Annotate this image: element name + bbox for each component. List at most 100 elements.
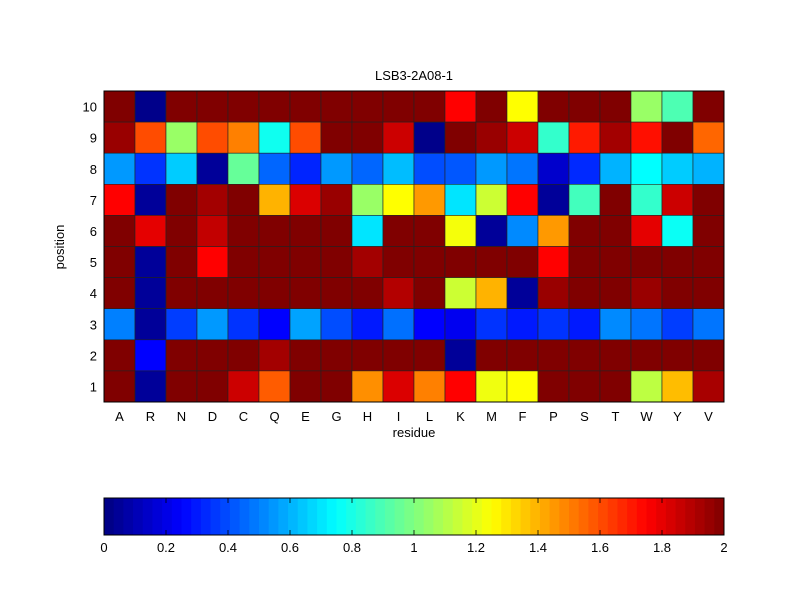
heatmap-cell-8-W [630, 152, 663, 185]
colorbar-segment [423, 498, 434, 535]
colorbar-segment [704, 498, 715, 535]
heatmap-cell-2-L [413, 339, 446, 372]
heatmap-cell-9-V [692, 121, 725, 154]
x-tick-label: Y [673, 409, 682, 424]
heatmap-cell-9-E [289, 121, 322, 154]
heatmap-cell-6-F [506, 215, 539, 247]
x-tick-label: G [331, 409, 341, 424]
heatmap-cell-7-T [599, 184, 632, 216]
heatmap-cell-4-E [289, 277, 322, 310]
heatmap-cell-3-Q [258, 308, 291, 341]
heatmap-cell-8-G [320, 152, 353, 185]
heatmap-cell-10-I [382, 90, 415, 123]
heatmap-cell-1-G [320, 370, 353, 403]
colorbar-segment [171, 498, 182, 535]
colorbar-segment [268, 498, 279, 535]
colorbar-segment [113, 498, 124, 535]
heatmap-cell-1-I [382, 370, 415, 403]
heatmap-cell-3-F [506, 308, 539, 341]
colorbar-segment [578, 498, 589, 535]
heatmap-cell-3-A [103, 308, 136, 341]
heatmap-cell-6-K [444, 215, 477, 247]
colorbar-segment [346, 498, 357, 535]
heatmap-cell-3-S [568, 308, 601, 341]
heatmap-cell-4-W [630, 277, 663, 310]
colorbar-tick-label: 2 [720, 540, 727, 555]
x-tick-label: L [426, 409, 433, 424]
colorbar-segment [249, 498, 260, 535]
heatmap-cell-5-C [227, 246, 260, 278]
colorbar-segment [656, 498, 667, 535]
heatmap-cell-6-E [289, 215, 322, 247]
x-tick-label: V [704, 409, 713, 424]
x-tick-label: D [208, 409, 217, 424]
heatmap-cell-5-H [351, 246, 384, 278]
heatmap-cell-4-T [599, 277, 632, 310]
heatmap-cell-3-Y [661, 308, 694, 341]
heatmap-cell-4-Q [258, 277, 291, 310]
heatmap-cell-6-C [227, 215, 260, 247]
heatmap-cell-5-N [165, 246, 198, 278]
chart-title: LSB3-2A08-1 [375, 68, 453, 83]
heatmap-cell-5-Q [258, 246, 291, 278]
heatmap-cell-3-D [196, 308, 229, 341]
heatmap-cell-2-W [630, 339, 663, 372]
heatmap-cell-10-F [506, 90, 539, 123]
colorbar-tick-label: 0.4 [219, 540, 237, 555]
colorbar [104, 498, 725, 535]
colorbar-segment [510, 498, 522, 535]
x-tick-label: K [456, 409, 465, 424]
heatmap-cell-10-M [475, 90, 508, 123]
heatmap-cell-5-A [103, 246, 136, 278]
x-tick-label: W [640, 409, 653, 424]
heatmap-cell-4-C [227, 277, 260, 310]
heatmap-cell-10-R [134, 90, 167, 123]
heatmap-cell-7-V [692, 184, 725, 216]
colorbar-segment [569, 498, 580, 535]
heatmap-cell-7-S [568, 184, 601, 216]
heatmap-cell-2-A [103, 339, 136, 372]
colorbar-segment [278, 498, 289, 535]
colorbar-segment [636, 498, 647, 535]
heatmap-cell-2-R [134, 339, 167, 372]
heatmap-cell-4-L [413, 277, 446, 310]
heatmap-cell-1-T [599, 370, 632, 403]
heatmap-cell-1-F [506, 370, 539, 403]
heatmap-cell-3-V [692, 308, 725, 341]
heatmap-cell-2-G [320, 339, 353, 372]
heatmap-cell-5-D [196, 246, 229, 278]
heatmap-cell-8-F [506, 152, 539, 185]
colorbar-segment [104, 498, 115, 535]
heatmap-cell-5-I [382, 246, 415, 278]
heatmap-cell-7-G [320, 184, 353, 216]
heatmap-cell-10-A [103, 90, 136, 123]
colorbar-tick-label: 1.6 [591, 540, 609, 555]
colorbar-segment [355, 498, 367, 535]
heatmap-cell-7-M [475, 184, 508, 216]
colorbar-segment [297, 498, 308, 535]
heatmap-cell-4-K [444, 277, 477, 310]
x-tick-label: A [115, 409, 124, 424]
heatmap-cell-1-S [568, 370, 601, 403]
heatmap-cell-4-N [165, 277, 198, 310]
heatmap-cell-4-R [134, 277, 167, 310]
heatmap-cell-9-T [599, 121, 632, 154]
heatmap-cell-2-P [537, 339, 570, 372]
heatmap-cell-7-Y [661, 184, 694, 216]
colorbar-segment [694, 498, 706, 535]
y-tick-label: 5 [90, 255, 97, 270]
heatmap-cell-9-M [475, 121, 508, 154]
colorbar-segment [220, 498, 231, 535]
x-tick-label: I [397, 409, 401, 424]
heatmap-cell-9-D [196, 121, 229, 154]
x-tick-label: S [580, 409, 589, 424]
heatmap-cell-5-W [630, 246, 663, 278]
x-tick-label: C [239, 409, 248, 424]
x-tick-label: F [519, 409, 527, 424]
heatmap-cell-9-Q [258, 121, 291, 154]
heatmap-cell-7-P [537, 184, 570, 216]
heatmap-cell-10-D [196, 90, 229, 123]
heatmap-cell-8-L [413, 152, 446, 185]
colorbar-tick-label: 0.6 [281, 540, 299, 555]
colorbar-tick-label: 0.2 [157, 540, 175, 555]
